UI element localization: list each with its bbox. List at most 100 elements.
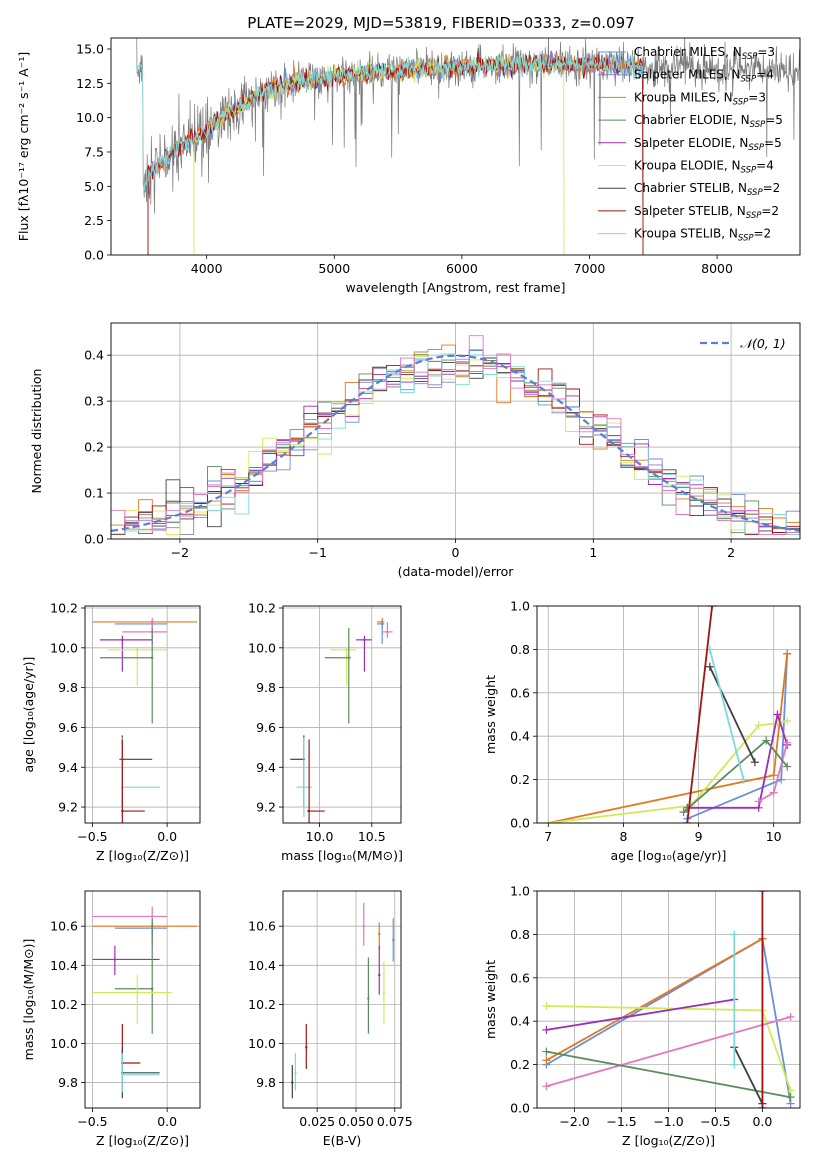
data-point [294,1071,297,1075]
chart-age_vs_Z: −0.5 0.0 9.2 9.4 9.6 9.8 10.0 10.2 Z [log₁₀(Z/Z⊙… [21,600,201,863]
data-point [121,809,124,813]
data-point [136,991,139,994]
plus-marker [783,717,792,726]
plot-area [291,902,395,1099]
x-tick-label: 0.025 [299,1114,335,1129]
data-point [378,932,381,936]
series-line-pink [546,1016,791,1088]
plus-marker [783,762,792,771]
y-tick-label: 0.4 [510,729,530,744]
axes-frame [536,890,801,1109]
x-tick-label: −0.5 [700,1114,730,1129]
plus-marker [730,930,739,939]
data-point [136,648,139,651]
y-tick-label: 9.8 [58,1075,78,1090]
y-tick-label: 10.0 [50,640,78,655]
x-tick-label: −0.5 [77,829,107,844]
series-line-salpeter_stelib [686,606,713,823]
plus-marker [786,1012,795,1021]
series-line-salpeter_elodie [546,998,735,1031]
legend-entry: Chabrier ELODIE, NSSP=5 [634,113,783,130]
plus-marker [730,1060,739,1069]
x-tick-label: −1.5 [606,1114,636,1129]
y-tick-label: 0.8 [510,642,530,657]
x-axis-label: (data-model)/error [398,564,515,579]
x-axis-label: Z [log₁₀(Z/Z⊙)] [96,1133,189,1148]
plus-marker [750,758,759,767]
plus-marker [754,721,763,730]
data-point [367,997,370,1000]
chart-weight_vs_age: 7 8 9 10 0.0 0.2 0.4 0.6 0.8 1.0 age [log₁₀(age/yr… [483,599,801,863]
plot-area [111,335,800,535]
y-tick-label: 10.2 [50,600,78,615]
plot-area [542,891,795,1108]
plus-marker [708,606,717,610]
plus-marker [544,819,553,823]
y-tick-label: 10.6 [50,919,78,934]
data-point [347,656,350,659]
histogram-pink [111,335,800,535]
plus-marker [773,710,782,719]
plus-marker [542,1082,551,1091]
series-line-chabrier_stelib [708,666,756,763]
x-axis-label: Z [log₁₀(Z/Z⊙)] [96,848,189,863]
y-tick-label: 7.5 [84,144,104,159]
axes-frame [282,605,402,824]
legend-entry: 𝒩(0, 1) [740,336,786,351]
y-tick-label: 9.2 [58,800,78,815]
y-tick-label: 10.6 [248,919,276,934]
y-tick-label: 9.6 [58,720,78,735]
figure-title: PLATE=2029, MJD=53819, FIBERID=0333, z=0… [247,14,634,32]
x-tick-label: −2.0 [559,1114,589,1129]
y-tick-label: 9.4 [58,760,78,775]
y-tick-label: 10.4 [50,958,78,973]
plus-marker [783,738,792,747]
gaussian-curve [111,354,800,532]
x-tick-label: 10.0 [306,829,334,844]
y-tick-label: 0.2 [84,440,104,455]
y-tick-label: 10.2 [248,997,276,1012]
y-axis-label: Normed distribution [29,369,44,494]
data-point [381,622,384,626]
x-tick-label: 6000 [446,261,478,276]
y-tick-label: 0.0 [84,532,104,547]
plus-marker [783,649,792,658]
data-point [291,1081,294,1084]
data-point [362,924,365,928]
x-axis-label: wavelength [Angstrom, rest frame] [345,280,565,295]
y-axis-label: mass [log₁₀(M/M⊙)] [21,939,36,1061]
y-tick-label: 0.2 [510,1057,530,1072]
data-point [151,987,154,990]
series-line-salpeter_elodie [687,710,789,809]
axes-frame [282,890,402,1109]
y-tick-label: 9.2 [256,800,276,815]
legend-entry: Salpeter MILES, NSSP=4 [634,68,774,85]
axes-frame [110,322,801,540]
y-tick-label: 9.8 [58,680,78,695]
legend-entry: Chabrier MILES, NSSP=3 [634,45,775,62]
series-line-kroupa_miles [548,653,789,823]
x-tick-label: 7 [544,829,552,844]
data-point [113,958,117,961]
x-axis-label: Z [log₁₀(Z/Z⊙)] [622,1133,715,1148]
y-tick-label: 0.4 [84,348,104,363]
plus-marker [542,1047,551,1056]
y-tick-label: 0.6 [510,685,530,700]
plus-marker [786,1093,795,1102]
x-axis-label: E(B-V) [323,1133,362,1148]
plus-marker [542,1056,551,1065]
data-point [151,656,154,659]
plus-marker [705,662,714,671]
plus-marker [739,775,748,784]
chart-residuals: −2 −1 0 1 2 0.0 0.1 0.2 0.3 0.4 (data-model)/error… [29,322,801,579]
y-tick-label: 0.8 [510,927,530,942]
model-line-kroupa_elodie [193,50,565,255]
legend-entry: Kroupa ELODIE, NSSP=4 [634,159,774,176]
y-tick-label: 9.8 [256,1075,276,1090]
plus-marker [542,1025,551,1034]
plus-marker [762,736,771,745]
x-tick-label: −0.5 [77,1114,107,1129]
plot-area [92,617,198,823]
y-tick-label: 0.0 [84,248,104,263]
x-tick-label: 0.0 [157,829,177,844]
